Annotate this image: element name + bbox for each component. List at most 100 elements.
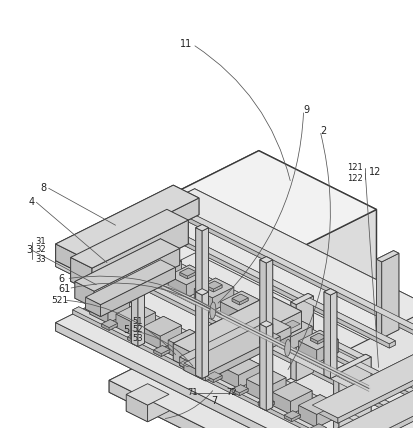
Polygon shape xyxy=(215,342,233,365)
Polygon shape xyxy=(116,239,155,259)
Polygon shape xyxy=(206,372,221,380)
Polygon shape xyxy=(232,294,247,302)
Polygon shape xyxy=(220,356,241,379)
Polygon shape xyxy=(290,293,307,378)
Polygon shape xyxy=(330,292,336,379)
Polygon shape xyxy=(55,262,413,444)
Polygon shape xyxy=(158,268,413,400)
Polygon shape xyxy=(132,280,388,412)
Polygon shape xyxy=(298,408,337,428)
Polygon shape xyxy=(142,252,163,276)
Polygon shape xyxy=(272,392,290,414)
Polygon shape xyxy=(213,285,221,292)
Polygon shape xyxy=(206,375,221,383)
Polygon shape xyxy=(202,228,208,314)
Polygon shape xyxy=(147,394,169,422)
Polygon shape xyxy=(195,289,208,295)
Polygon shape xyxy=(168,342,207,362)
Polygon shape xyxy=(311,330,413,423)
Polygon shape xyxy=(55,258,311,395)
Polygon shape xyxy=(128,333,136,340)
Polygon shape xyxy=(160,261,181,285)
Polygon shape xyxy=(55,185,173,261)
Polygon shape xyxy=(323,289,336,295)
Polygon shape xyxy=(358,356,364,363)
Polygon shape xyxy=(147,384,169,411)
Polygon shape xyxy=(290,391,311,414)
Polygon shape xyxy=(132,212,394,344)
Text: 9: 9 xyxy=(303,105,309,115)
Polygon shape xyxy=(136,242,143,249)
Polygon shape xyxy=(183,325,258,370)
Polygon shape xyxy=(337,373,413,444)
Polygon shape xyxy=(386,403,408,430)
Polygon shape xyxy=(154,345,169,353)
Polygon shape xyxy=(292,411,299,417)
Polygon shape xyxy=(73,242,335,374)
Polygon shape xyxy=(280,314,413,405)
Polygon shape xyxy=(138,212,394,345)
Polygon shape xyxy=(241,291,259,313)
Polygon shape xyxy=(386,392,413,414)
Polygon shape xyxy=(134,313,155,336)
Polygon shape xyxy=(134,248,155,272)
Polygon shape xyxy=(318,424,325,430)
Polygon shape xyxy=(55,197,413,395)
Polygon shape xyxy=(128,333,143,341)
Polygon shape xyxy=(180,268,188,275)
Polygon shape xyxy=(173,343,205,376)
Polygon shape xyxy=(298,395,337,414)
Text: 5: 5 xyxy=(122,325,128,335)
Polygon shape xyxy=(258,400,273,408)
Polygon shape xyxy=(258,307,266,314)
Polygon shape xyxy=(162,199,280,348)
Polygon shape xyxy=(179,357,205,378)
Polygon shape xyxy=(131,340,144,346)
Polygon shape xyxy=(128,335,143,343)
Polygon shape xyxy=(180,272,187,279)
Polygon shape xyxy=(311,405,337,423)
Polygon shape xyxy=(195,308,208,314)
Polygon shape xyxy=(232,297,247,305)
Polygon shape xyxy=(247,323,269,350)
Polygon shape xyxy=(73,307,335,438)
Polygon shape xyxy=(266,324,272,411)
Polygon shape xyxy=(323,292,330,379)
Polygon shape xyxy=(102,229,110,236)
Polygon shape xyxy=(269,333,290,361)
Polygon shape xyxy=(160,260,175,279)
Polygon shape xyxy=(388,405,394,412)
Polygon shape xyxy=(173,312,301,376)
Polygon shape xyxy=(259,324,266,411)
Polygon shape xyxy=(142,265,181,285)
Text: 72: 72 xyxy=(226,388,237,397)
Polygon shape xyxy=(131,260,138,346)
Polygon shape xyxy=(102,229,117,237)
Polygon shape xyxy=(195,372,208,379)
Polygon shape xyxy=(206,376,213,383)
Polygon shape xyxy=(214,372,221,378)
Polygon shape xyxy=(158,200,164,207)
Polygon shape xyxy=(132,215,388,348)
Polygon shape xyxy=(284,320,299,328)
Polygon shape xyxy=(158,200,413,331)
Polygon shape xyxy=(116,314,134,336)
Polygon shape xyxy=(116,317,155,336)
Polygon shape xyxy=(55,253,194,331)
Polygon shape xyxy=(310,333,325,341)
Polygon shape xyxy=(311,317,413,395)
Polygon shape xyxy=(310,336,325,344)
Polygon shape xyxy=(298,405,316,428)
Polygon shape xyxy=(138,257,144,343)
Polygon shape xyxy=(330,289,336,375)
Polygon shape xyxy=(238,365,259,388)
Text: 51: 51 xyxy=(132,317,142,326)
Polygon shape xyxy=(85,297,100,317)
Polygon shape xyxy=(90,226,111,250)
Polygon shape xyxy=(116,239,137,263)
Polygon shape xyxy=(259,257,272,263)
Polygon shape xyxy=(258,325,280,344)
Polygon shape xyxy=(90,239,129,259)
Polygon shape xyxy=(132,277,138,284)
Polygon shape xyxy=(205,336,280,381)
